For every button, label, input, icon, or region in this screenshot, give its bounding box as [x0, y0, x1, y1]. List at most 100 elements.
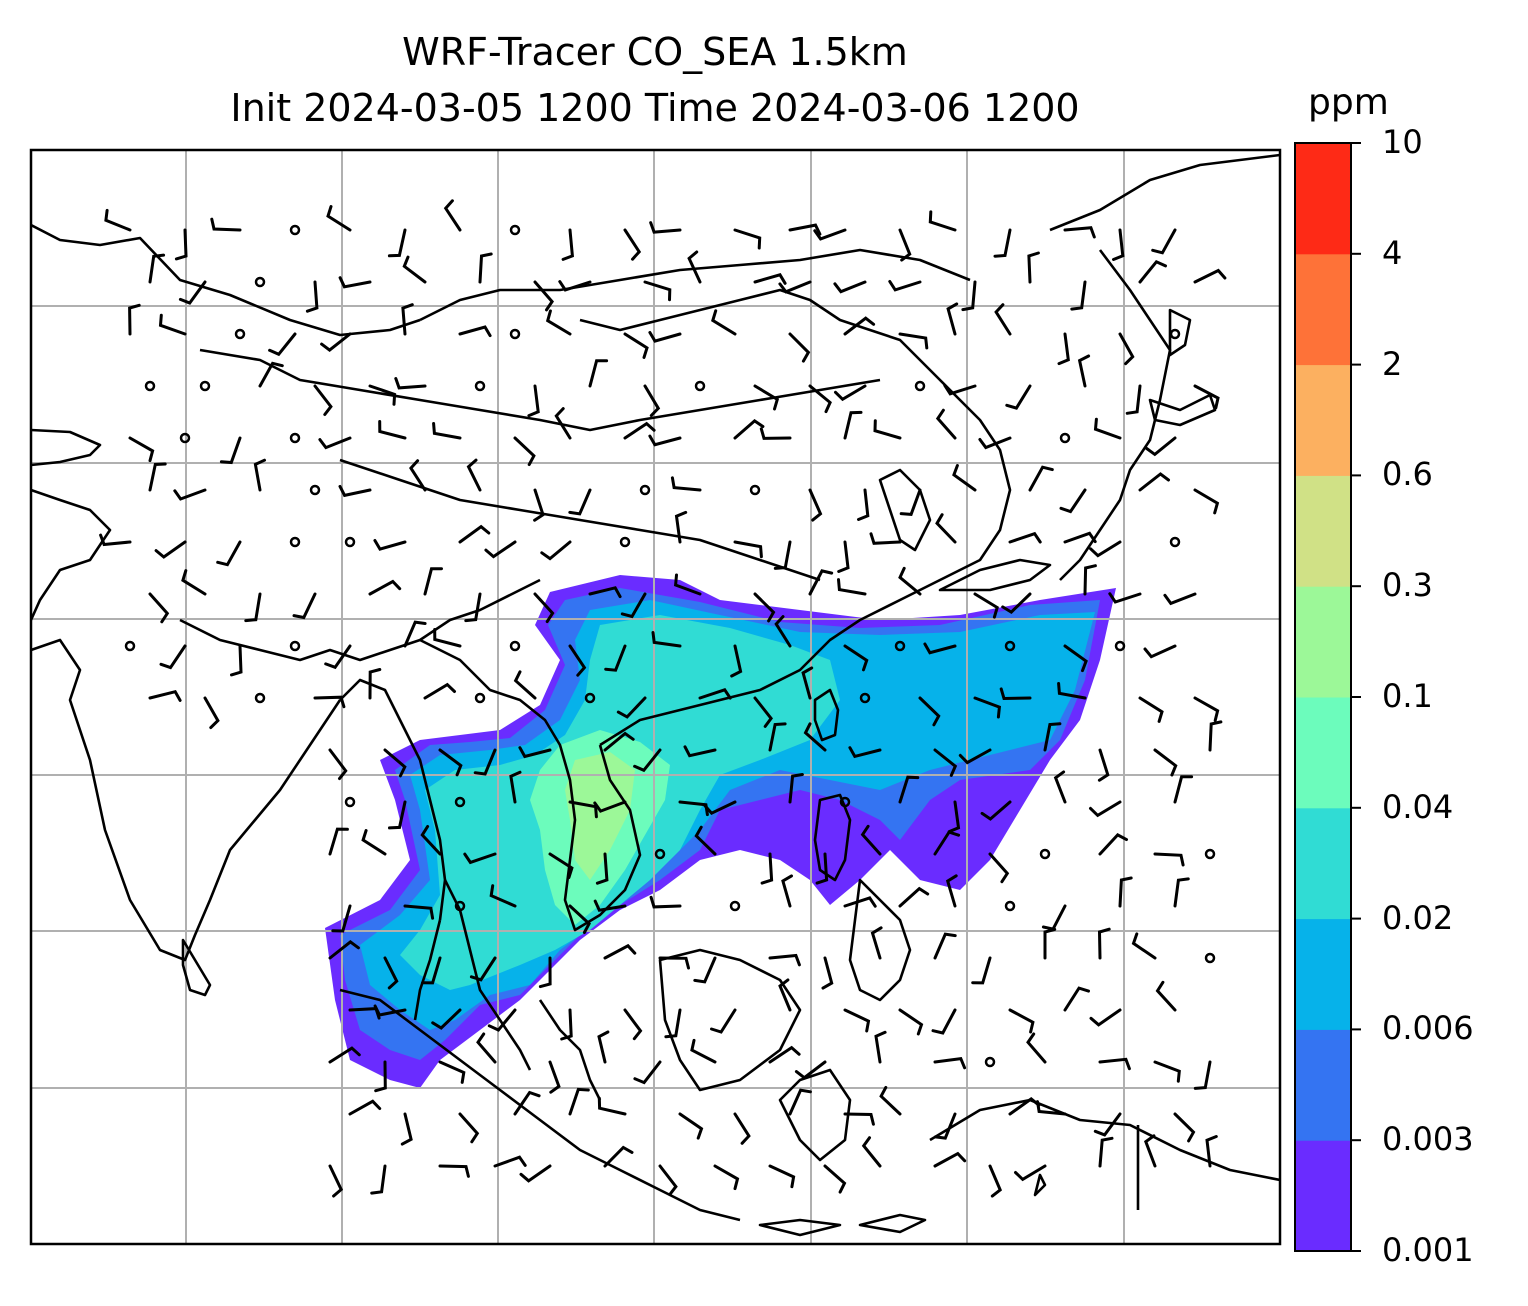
wind-barb: [768, 953, 801, 967]
wind-barb: [438, 1164, 470, 1178]
colorbar-tick-label: 10: [1382, 123, 1423, 161]
wind-barb: [933, 932, 957, 960]
wind-barb: [478, 252, 493, 284]
wind-barb: [710, 1008, 737, 1034]
wind-barb: [1193, 488, 1220, 515]
calm-wind-marker: [694, 380, 706, 392]
wind-barb: [513, 670, 537, 700]
wind-barb: [1077, 354, 1091, 388]
wind-barb: [843, 644, 869, 672]
wind-barb: [733, 228, 762, 250]
wind-barb: [1027, 251, 1040, 284]
wind-barb: [1151, 228, 1177, 255]
wind-barb: [670, 476, 702, 492]
wind-barb: [869, 532, 902, 545]
wind-barb: [698, 688, 732, 700]
wind-barb: [898, 566, 922, 596]
wind-barb: [1036, 1100, 1067, 1116]
wind-barb: [923, 642, 957, 655]
wind-barb: [378, 420, 407, 440]
wind-barb: [1089, 1008, 1122, 1027]
wind-barb: [898, 332, 929, 350]
wind-barb: [753, 592, 776, 623]
wind-barb: [374, 1060, 387, 1093]
wind-barb: [560, 1008, 573, 1041]
calm-wind-marker: [254, 692, 266, 704]
wind-barb: [888, 280, 922, 292]
wind-barb: [148, 689, 182, 702]
wind-barb: [421, 956, 442, 985]
calm-wind-marker: [1114, 640, 1126, 652]
wind-barb: [973, 696, 1002, 719]
wind-barb: [230, 644, 243, 677]
wind-barb: [980, 800, 1012, 821]
wind-barb: [473, 748, 497, 776]
wind-barb: [148, 253, 166, 284]
wind-barb: [258, 361, 284, 388]
wind-barb: [1173, 877, 1190, 908]
wind-barb: [753, 273, 787, 285]
wind-barb: [1193, 384, 1220, 410]
wind-barb: [683, 745, 717, 758]
wind-barb: [788, 1088, 812, 1116]
wind-barb: [760, 852, 774, 885]
wind-barb: [1041, 904, 1067, 931]
wind-barb: [1145, 436, 1177, 457]
wind-barb: [368, 668, 382, 700]
field-level-0.1: [565, 752, 635, 880]
calm-wind-marker: [984, 1056, 996, 1068]
wind-barb: [603, 1145, 634, 1168]
wind-barb: [458, 524, 491, 544]
wind-barb: [433, 628, 462, 648]
wind-barb: [999, 687, 1032, 701]
wind-barb: [837, 578, 867, 596]
wind-barb: [993, 228, 1012, 258]
wind-barb: [533, 592, 555, 624]
wind-barb: [643, 384, 661, 417]
wind-barb: [443, 199, 462, 232]
wind-barb: [788, 223, 822, 236]
wind-barb: [148, 462, 167, 492]
wind-barb: [173, 488, 207, 501]
wind-barb: [834, 384, 867, 402]
wind-barb: [99, 533, 132, 547]
wind-barb: [597, 1096, 627, 1116]
wind-barb: [623, 421, 656, 440]
wind-barb: [1138, 696, 1164, 723]
wind-barb: [1014, 1164, 1047, 1182]
colorbar-segment: [1295, 586, 1351, 698]
wind-barb: [952, 464, 977, 492]
wind-barb: [318, 436, 352, 450]
wind-barb: [794, 1060, 827, 1080]
wind-barb: [458, 325, 492, 338]
wind-barb: [843, 1008, 871, 1033]
wind-barb: [174, 228, 188, 261]
wind-barb: [616, 696, 647, 719]
wind-barb: [538, 956, 552, 989]
wind-barb: [104, 208, 132, 232]
wind-barb: [338, 484, 372, 498]
wind-barb: [423, 567, 443, 596]
wind-barb: [898, 775, 920, 804]
wind-barb: [933, 748, 958, 777]
calm-wind-marker: [1169, 536, 1181, 548]
calm-wind-marker: [474, 692, 486, 704]
wind-barb: [568, 800, 598, 819]
colorbar-tick-label: 4: [1382, 233, 1403, 272]
wind-barb: [1118, 876, 1133, 908]
wind-barb: [648, 331, 682, 343]
wind-barb: [958, 748, 992, 765]
calm-wind-marker: [509, 328, 521, 340]
wind-barb: [1093, 1112, 1122, 1137]
calm-wind-marker: [509, 224, 521, 236]
calm-wind-marker: [894, 640, 906, 652]
wind-barb: [216, 540, 242, 567]
wind-barb: [423, 682, 456, 700]
wind-barb: [690, 1038, 717, 1064]
wind-barb: [843, 410, 863, 440]
wind-barb: [988, 852, 1010, 884]
wind-barb: [568, 488, 592, 516]
colorbar-tick-label: 0.1: [1382, 677, 1433, 715]
wind-barb: [658, 956, 690, 970]
wind-barb: [898, 886, 930, 908]
